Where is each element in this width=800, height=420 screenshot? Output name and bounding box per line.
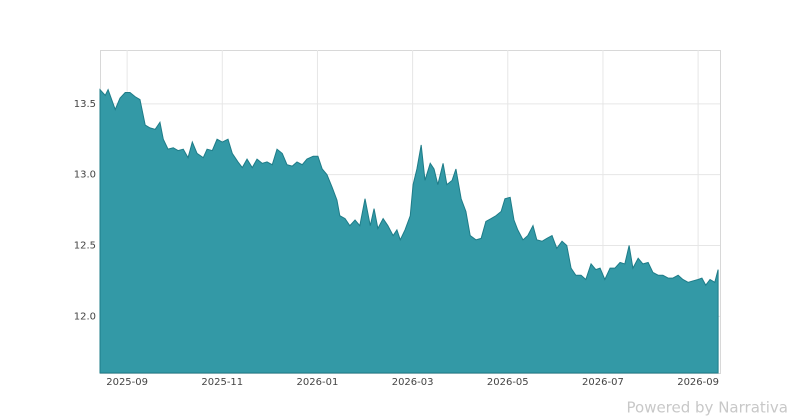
y-tick-label: 12.0 (74, 311, 96, 322)
x-tick-label: 2026-07 (582, 377, 624, 388)
x-tick-label: 2025-09 (106, 377, 148, 388)
y-tick-label: 12.5 (74, 241, 96, 252)
credit: Powered by Narrativa (627, 399, 789, 417)
y-tick-label: 13.5 (74, 99, 96, 110)
x-tick-label: 2026-03 (392, 377, 434, 388)
x-tick-label: 2026-05 (487, 377, 529, 388)
area (99, 88, 719, 374)
y-tick-label: 13.0 (74, 170, 96, 181)
x-tick-label: 2025-11 (201, 377, 243, 388)
x-tick-label: 2026-01 (297, 377, 339, 388)
x-tick-label: 2026-09 (677, 377, 719, 388)
